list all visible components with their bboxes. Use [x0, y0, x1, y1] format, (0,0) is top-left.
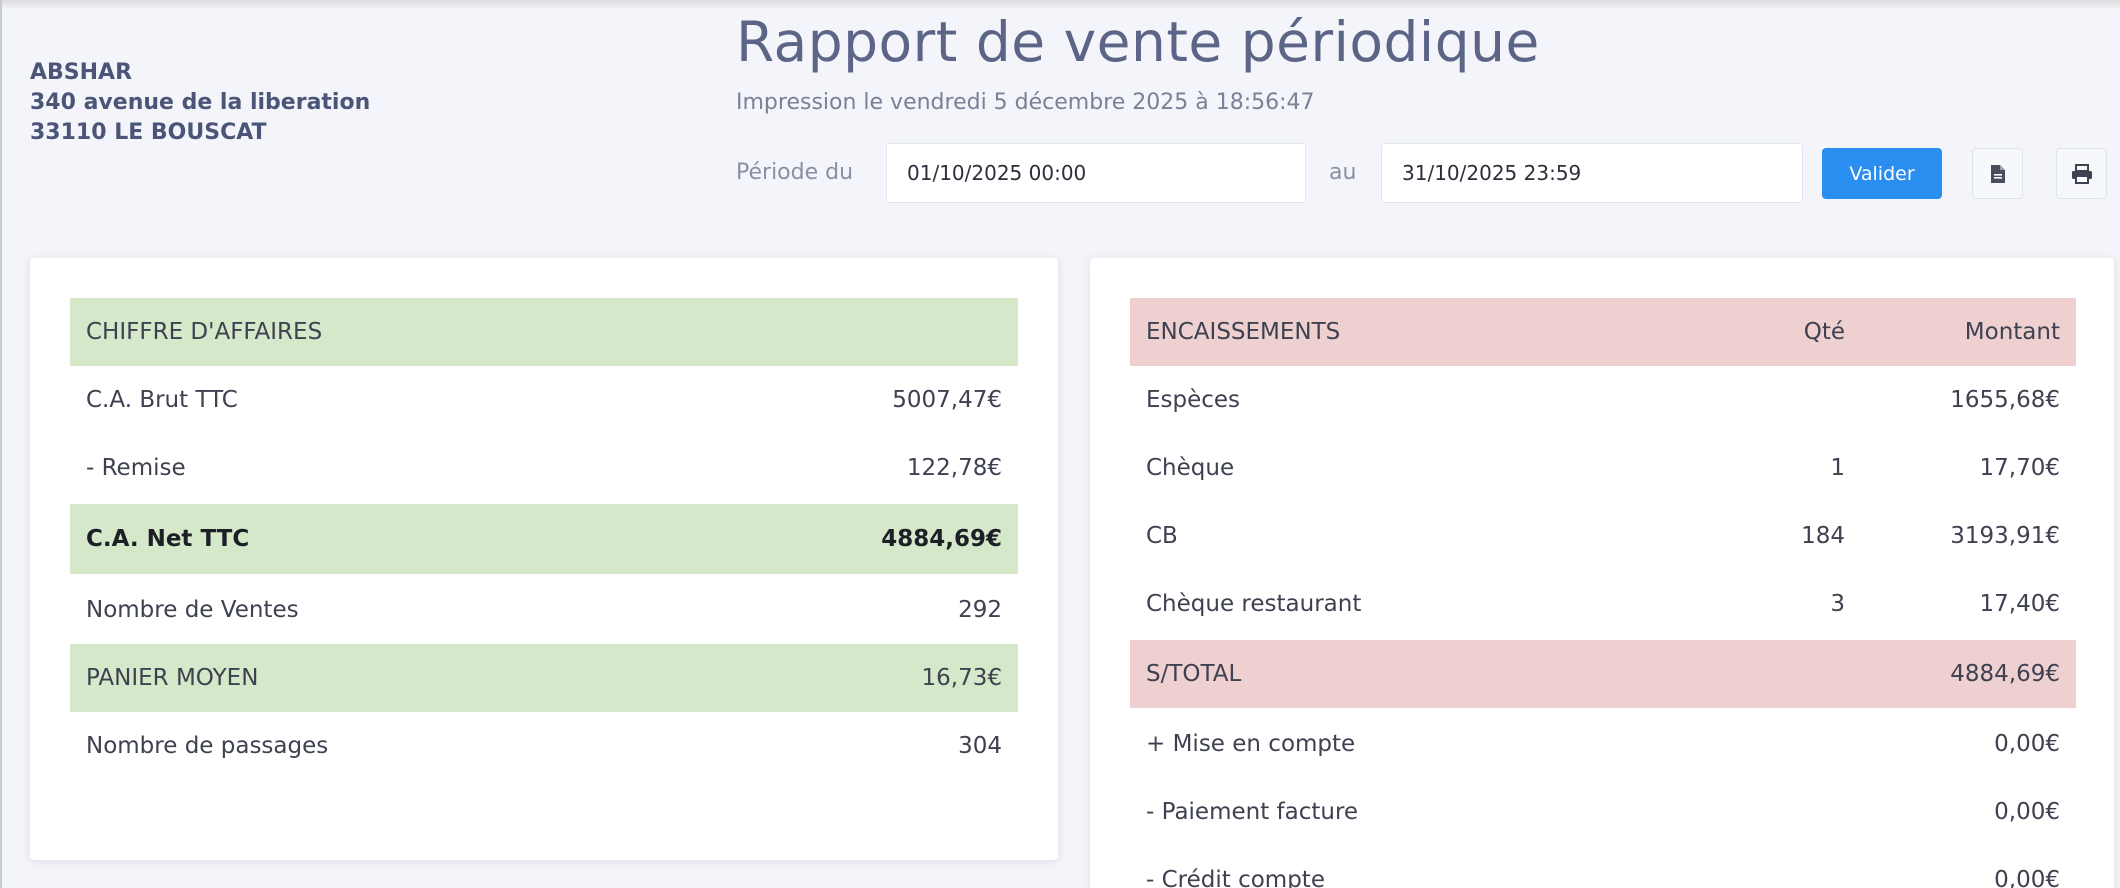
subtotal-row: S/TOTAL 4884,69€	[1130, 640, 2076, 708]
revenue-header-row: CHIFFRE D'AFFAIRES	[70, 298, 1018, 366]
print-button[interactable]	[2056, 148, 2107, 199]
payment-label: - Paiement facture	[1146, 799, 1359, 825]
payment-label: CB	[1146, 523, 1178, 549]
revenue-row-value: 292	[958, 597, 1002, 623]
revenue-row-label: - Remise	[86, 455, 186, 481]
revenue-row: - Remise 122,78€	[70, 434, 1018, 502]
payments-header-row: ENCAISSEMENTS Qté Montant	[1130, 298, 2076, 366]
payment-amount: 0,00€	[1994, 799, 2060, 825]
payment-amount: 0,00€	[1994, 867, 2060, 888]
revenue-row-value: 304	[958, 733, 1002, 759]
payment-row: Chèque restaurant 3 17,40€	[1130, 570, 2076, 638]
payment-row: - Paiement facture 0,00€	[1130, 778, 2076, 846]
company-address: 340 avenue de la liberation	[30, 90, 371, 115]
period-to-label: au	[1329, 160, 1357, 185]
payment-label: - Crédit compte	[1146, 867, 1325, 888]
qty-column-header: Qté	[1803, 319, 1845, 345]
revenue-row: Nombre de passages 304	[70, 712, 1018, 780]
validate-button[interactable]: Valider	[1822, 148, 1942, 199]
revenue-row-value: 122,78€	[906, 455, 1002, 481]
payment-row: + Mise en compte 0,00€	[1130, 710, 2076, 778]
revenue-row-label: Nombre de Ventes	[86, 597, 299, 623]
payment-row: CB 184 3193,91€	[1130, 502, 2076, 570]
print-timestamp: Impression le vendredi 5 décembre 2025 à…	[736, 90, 1315, 115]
payment-label: Espèces	[1146, 387, 1241, 413]
revenue-row-value: 4884,69€	[881, 526, 1002, 552]
revenue-header: CHIFFRE D'AFFAIRES	[86, 319, 323, 345]
payment-qty: 184	[1801, 523, 1845, 549]
window-edge	[0, 0, 2, 888]
payments-header: ENCAISSEMENTS	[1146, 319, 1341, 345]
company-city: 33110 LE BOUSCAT	[30, 120, 267, 145]
revenue-row-value: 16,73€	[921, 665, 1002, 691]
payment-label: + Mise en compte	[1146, 731, 1356, 757]
revenue-row-value: 5007,47€	[892, 387, 1002, 413]
payment-amount: 3193,91€	[1950, 523, 2060, 549]
period-from-label: Période du	[736, 160, 854, 185]
payment-label: S/TOTAL	[1146, 661, 1242, 687]
period-to-input[interactable]	[1381, 143, 1803, 203]
payment-row: - Crédit compte 0,00€	[1130, 846, 2076, 888]
payment-amount: 17,70€	[1979, 455, 2060, 481]
revenue-card: CHIFFRE D'AFFAIRES C.A. Brut TTC 5007,47…	[30, 258, 1058, 860]
payment-amount: 4884,69€	[1950, 661, 2060, 687]
company-info: ABSHAR 340 avenue de la liberation 33110…	[30, 58, 370, 148]
payment-row: Espèces 1655,68€	[1130, 366, 2076, 434]
payments-card: ENCAISSEMENTS Qté Montant Espèces 1655,6…	[1090, 258, 2114, 888]
top-shadow	[0, 0, 2120, 10]
payment-qty: 1	[1830, 455, 1845, 481]
revenue-row-label: Nombre de passages	[86, 733, 329, 759]
revenue-row-label: C.A. Net TTC	[86, 526, 250, 552]
amount-column-header: Montant	[1964, 319, 2060, 345]
company-name: ABSHAR	[30, 60, 133, 85]
revenue-row-label: C.A. Brut TTC	[86, 387, 238, 413]
revenue-row: C.A. Brut TTC 5007,47€	[70, 366, 1018, 434]
net-revenue-row: C.A. Net TTC 4884,69€	[70, 504, 1018, 574]
revenue-row: Nombre de Ventes 292	[70, 576, 1018, 644]
payment-amount: 0,00€	[1994, 731, 2060, 757]
printer-icon	[2071, 163, 2092, 184]
period-from-input[interactable]	[886, 143, 1306, 203]
payment-amount: 1655,68€	[1950, 387, 2060, 413]
revenue-row-label: PANIER MOYEN	[86, 665, 259, 691]
payment-row: Chèque 1 17,70€	[1130, 434, 2076, 502]
page-title: Rapport de vente périodique	[736, 10, 1540, 74]
payment-amount: 17,40€	[1979, 591, 2060, 617]
payment-qty: 3	[1830, 591, 1845, 617]
document-icon	[1990, 164, 2005, 183]
export-document-button[interactable]	[1972, 148, 2023, 199]
payment-label: Chèque	[1146, 455, 1235, 481]
average-basket-row: PANIER MOYEN 16,73€	[70, 644, 1018, 712]
payment-label: Chèque restaurant	[1146, 591, 1362, 617]
